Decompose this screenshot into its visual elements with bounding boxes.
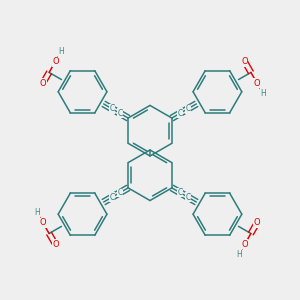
Text: O: O <box>254 218 260 227</box>
Text: C: C <box>117 188 123 197</box>
Text: H: H <box>236 250 242 259</box>
Text: O: O <box>40 218 46 227</box>
Text: C: C <box>109 193 114 202</box>
Text: O: O <box>52 240 59 249</box>
Text: C: C <box>177 188 183 197</box>
Text: C: C <box>186 104 191 113</box>
Text: C: C <box>117 109 123 118</box>
Text: H: H <box>34 208 40 217</box>
Text: O: O <box>52 57 59 66</box>
Text: C: C <box>177 109 183 118</box>
Text: H: H <box>58 47 64 56</box>
Text: C: C <box>109 104 114 113</box>
Text: O: O <box>241 240 248 249</box>
Text: C: C <box>186 193 191 202</box>
Text: O: O <box>241 57 248 66</box>
Text: O: O <box>254 79 260 88</box>
Text: H: H <box>260 88 266 98</box>
Text: O: O <box>40 79 46 88</box>
